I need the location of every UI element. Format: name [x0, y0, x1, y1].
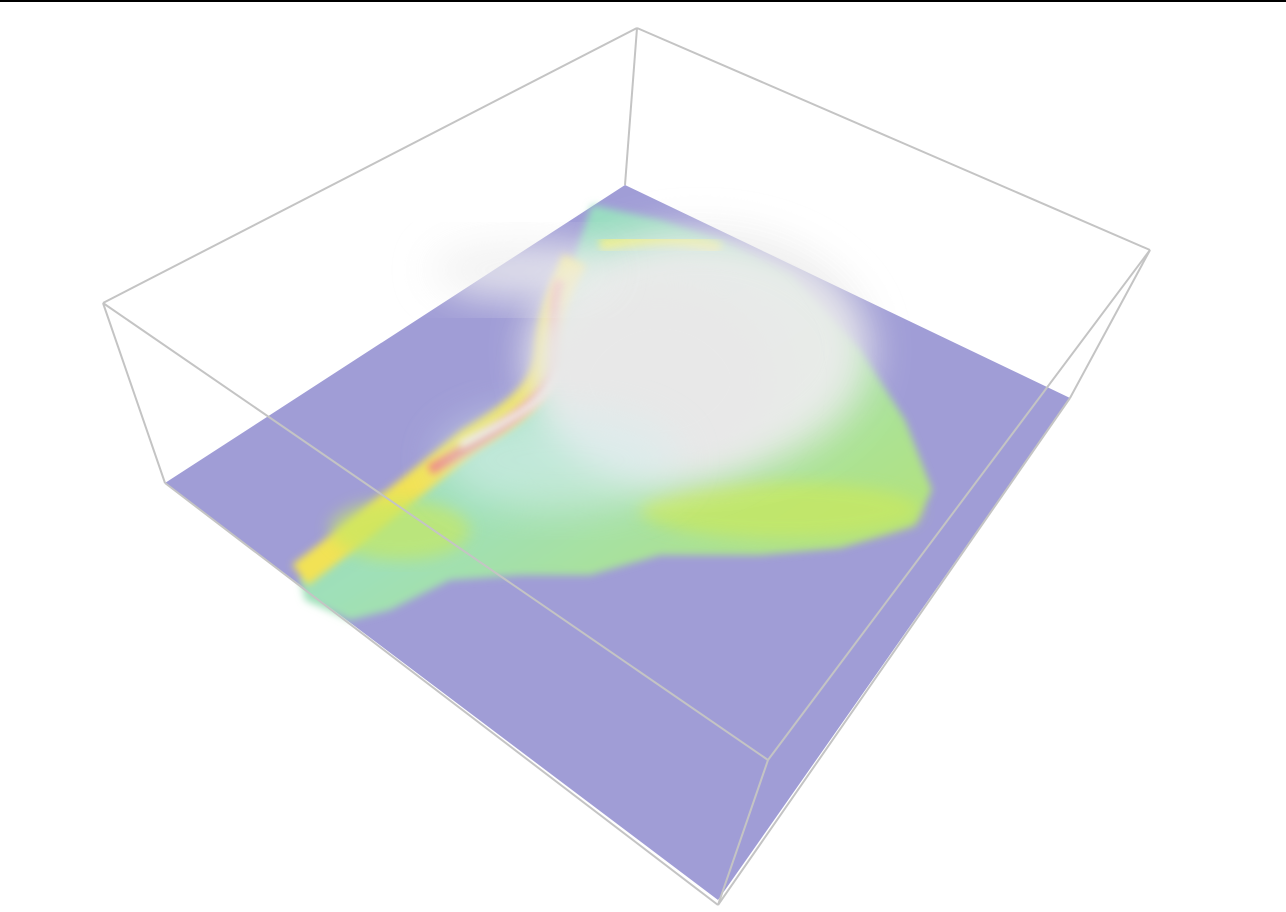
box-back-edges	[102, 27, 1151, 484]
cloud-volume	[430, 230, 870, 510]
box-front-edges	[102, 249, 1151, 906]
